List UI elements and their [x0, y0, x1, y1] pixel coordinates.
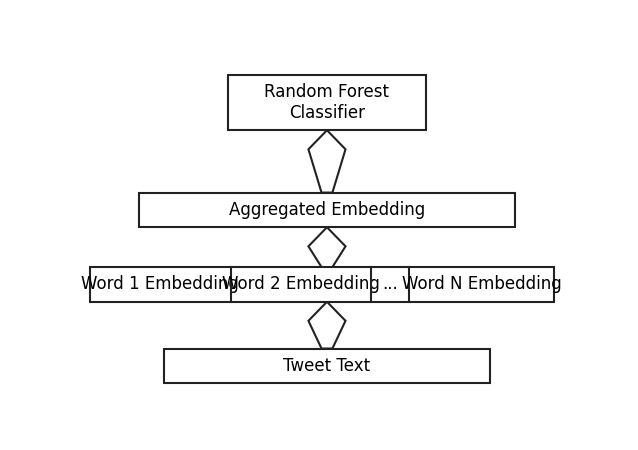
- Text: Aggregated Embedding: Aggregated Embedding: [229, 201, 425, 219]
- Text: Tweet Text: Tweet Text: [283, 357, 371, 375]
- Text: Word 2 Embedding: Word 2 Embedding: [222, 275, 380, 293]
- Polygon shape: [308, 302, 346, 348]
- Polygon shape: [308, 130, 346, 193]
- FancyBboxPatch shape: [139, 193, 515, 227]
- Text: Word 1 Embedding: Word 1 Embedding: [81, 275, 239, 293]
- FancyBboxPatch shape: [89, 267, 554, 302]
- Text: ...: ...: [382, 275, 398, 293]
- FancyBboxPatch shape: [228, 75, 426, 130]
- FancyBboxPatch shape: [164, 348, 490, 383]
- Polygon shape: [308, 227, 346, 267]
- Text: Word N Embedding: Word N Embedding: [401, 275, 561, 293]
- Text: Random Forest
Classifier: Random Forest Classifier: [265, 83, 389, 122]
